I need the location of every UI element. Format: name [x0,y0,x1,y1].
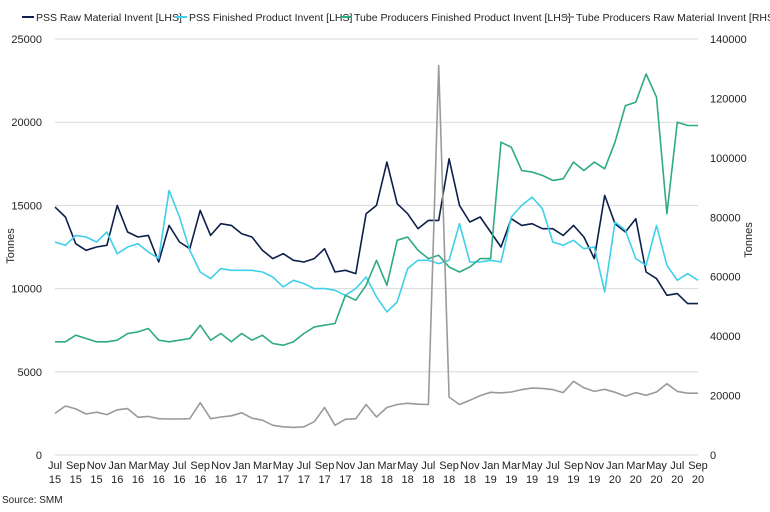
legend-label: PSS Raw Material Invent [LHS] [36,12,182,24]
right-y-tick-label: 0 [710,450,716,462]
source-note: Source: SMM [2,495,63,506]
right-y-tick-label: 100000 [710,153,747,165]
legend-label: Tube Producers Finished Product Invent [… [354,12,571,24]
x-tick-label-year: 17 [236,474,248,486]
x-tick-label-month: Jan [108,460,126,472]
x-tick-label-year: 18 [464,474,476,486]
series-line-2 [54,189,699,313]
x-tick-label-month: May [522,460,543,472]
x-tick-label-year: 18 [443,474,455,486]
right-y-tick-label: 60000 [710,272,741,284]
x-tick-label-year: 20 [650,474,662,486]
x-tick-label-month: Jul [172,460,186,472]
series-line-3 [55,73,698,347]
x-tick-label-year: 20 [671,474,683,486]
x-tick-label-year: 18 [401,474,413,486]
x-tick-label-year: 17 [339,474,351,486]
x-tick-label-month: Jul [670,460,684,472]
x-tick-label-year: 18 [360,474,372,486]
x-tick-label-month: Nov [87,460,107,472]
left-axis-title: Tonnes [5,228,17,264]
x-tick-label-month: Jul [546,460,560,472]
gridlines [55,38,698,456]
x-tick-label-month: Jan [606,460,624,472]
x-tick-label-month: Jan [357,460,375,472]
x-tick-label-month: Sep [190,460,210,472]
x-tick-label-year: 19 [484,474,496,486]
series-lines [54,64,699,429]
x-tick-label-month: Jul [421,460,435,472]
legend-label: Tube Producers Raw Material Invent [RHS] [576,12,770,24]
right-y-tick-label: 140000 [710,34,747,46]
x-tick-label-year: 16 [111,474,123,486]
x-tick-label-month: May [273,460,294,472]
x-tick-label-year: 20 [630,474,642,486]
x-tick-label-month: Sep [688,460,708,472]
x-tick-label-year: 17 [298,474,310,486]
x-tick-label-month: May [148,460,169,472]
x-tick-label-year: 19 [547,474,559,486]
x-tick-label-month: Mar [626,460,645,472]
legend: PSS Raw Material Invent [LHS] PSS Finishe… [22,12,770,24]
x-tick-label-year: 18 [381,474,393,486]
x-tick-label-year: 15 [70,474,82,486]
left-y-tick-label: 5000 [18,367,42,379]
right-axis-title: Tonnes [743,222,755,258]
x-tick-label-year: 20 [692,474,704,486]
right-y-tick-label: 20000 [710,391,741,403]
x-tick-label-month: Sep [439,460,459,472]
left-y-axis: 0 5000 10000 15000 20000 25000 [11,34,42,462]
x-tick-label-month: May [397,460,418,472]
x-tick-label-month: Mar [128,460,147,472]
x-tick-label-month: Jan [482,460,500,472]
x-tick-label-year: 17 [256,474,268,486]
x-axis: Jul 15 Sep 15 Nov 15 Jan 16 Mar 16 May 16 Jul 16 Sep 16… [48,460,708,486]
x-tick-label-month: May [646,460,667,472]
x-tick-label-year: 19 [588,474,600,486]
right-y-tick-label: 120000 [710,93,747,105]
right-y-axis: 0 20000 40000 60000 80000 100000 120000 140000 [710,34,747,462]
left-y-tick-label: 25000 [11,34,42,46]
x-tick-label-month: Nov [336,460,356,472]
x-tick-label-year: 17 [277,474,289,486]
left-y-tick-label: 0 [36,450,42,462]
right-y-tick-label: 80000 [710,212,741,224]
x-tick-label-month: Mar [377,460,396,472]
x-tick-label-year: 20 [609,474,621,486]
x-tick-label-month: Mar [253,460,272,472]
x-tick-label-year: 18 [422,474,434,486]
x-tick-label-month: Nov [585,460,605,472]
x-tick-label-year: 19 [505,474,517,486]
x-tick-label-month: Jul [48,460,62,472]
x-tick-label-month: Sep [66,460,86,472]
series-line-1 [54,158,698,305]
x-tick-label-year: 19 [567,474,579,486]
x-tick-label-year: 15 [90,474,102,486]
x-tick-label-month: Sep [315,460,335,472]
x-tick-label-year: 15 [49,474,61,486]
x-tick-label-year: 19 [526,474,538,486]
x-tick-label-year: 16 [215,474,227,486]
right-y-tick-label: 40000 [710,331,741,343]
legend-label: PSS Finished Product Invent [LHS] [189,12,352,24]
x-tick-label-month: Jan [233,460,251,472]
x-tick-label-month: Nov [211,460,231,472]
x-tick-label-month: Jul [297,460,311,472]
left-y-tick-label: 20000 [11,117,42,129]
x-tick-label-month: Sep [564,460,584,472]
x-tick-label-year: 16 [173,474,185,486]
x-tick-label-year: 16 [153,474,165,486]
left-y-tick-label: 10000 [11,284,42,296]
series-line-4 [54,64,698,429]
x-tick-label-year: 17 [319,474,331,486]
x-tick-label-year: 16 [194,474,206,486]
x-tick-label-year: 16 [132,474,144,486]
x-tick-label-month: Nov [460,460,480,472]
left-y-tick-label: 15000 [11,200,42,212]
x-tick-label-month: Mar [502,460,521,472]
